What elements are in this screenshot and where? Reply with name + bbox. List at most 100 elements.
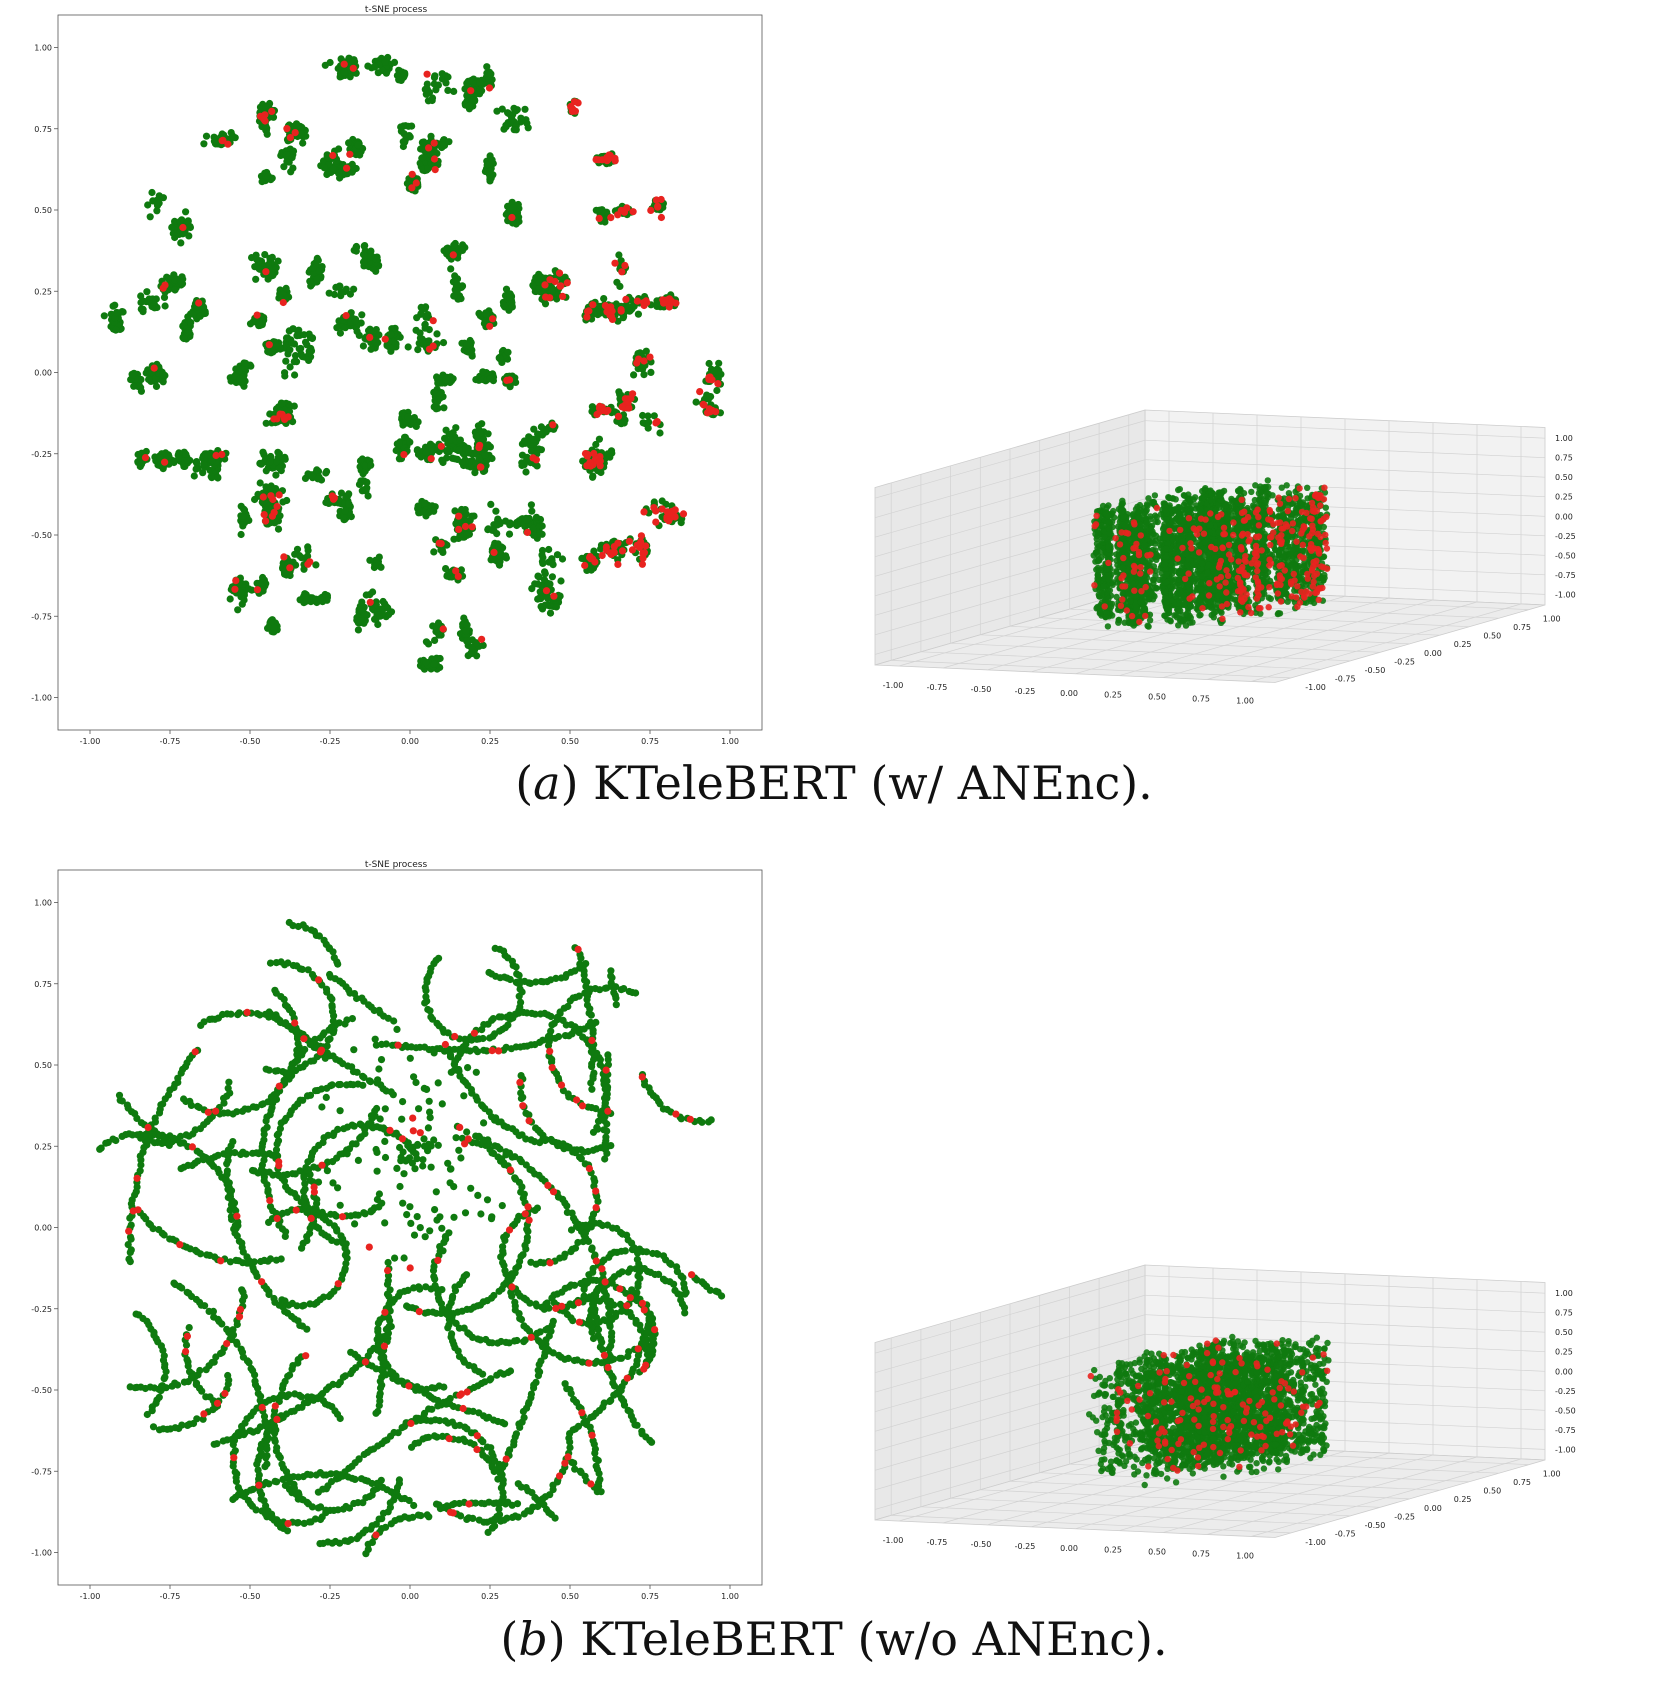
point-majority [442,565,450,573]
point-minority [279,298,287,307]
point-minority [660,299,668,307]
point-majority [257,460,266,468]
point-minority [286,134,294,142]
point-majority [443,572,451,580]
point-majority [143,288,151,296]
point-minority [232,577,240,585]
point-majority [281,369,289,377]
point-majority [305,347,313,355]
point3d-majority [1176,486,1184,493]
point-majority [361,462,370,470]
point-majority [404,413,412,421]
point-minority [620,207,629,215]
point-majority [450,292,458,300]
point-majority [286,363,294,371]
point-majority [238,600,246,608]
point-majority [134,450,142,459]
point-minority [555,269,564,277]
point-minority [265,341,273,349]
point-majority [453,287,461,295]
point-majority [290,358,298,366]
point-majority [352,243,360,251]
point-minority [637,532,646,540]
point-majority [541,570,549,578]
point-majority [644,424,652,432]
point-majority [395,440,403,448]
point-minority [224,140,232,148]
point-minority [618,547,627,555]
point-majority [468,350,476,358]
point-majority [358,598,366,606]
point-majority [644,412,652,420]
x-tick-label: -0.25 [320,737,341,746]
point-majority [304,552,312,560]
point-majority [465,102,473,110]
point-majority [596,302,604,310]
point-minority [452,567,460,575]
point-majority [210,137,218,145]
point-minority [260,510,268,519]
point-majority [228,132,237,140]
point-minority [546,294,554,302]
point-majority [445,247,453,255]
point-majority [251,495,259,504]
point-majority [432,86,440,94]
point-majority [367,247,375,255]
point-majority [145,296,153,304]
point-minority [563,279,571,287]
point-minority [455,512,463,520]
point-majority [486,375,494,383]
point-majority [249,318,257,326]
point-minority [260,115,268,123]
point-majority [369,588,377,596]
point-majority [333,157,341,165]
point-majority [465,448,473,456]
point-majority [532,513,541,521]
point-majority [506,293,514,301]
point-minority [449,251,457,259]
point-majority [502,554,510,562]
point-majority [374,620,382,629]
point-majority [128,371,137,379]
point-majority [484,442,492,450]
point-majority [270,624,278,632]
point-majority [428,94,437,102]
point-majority [449,375,457,383]
x-tick-label: 0.50 [561,737,579,746]
point-majority [137,376,145,384]
point-majority [640,371,648,379]
point-minority [607,214,615,222]
point-majority [627,296,636,304]
y3d-tick-label: -0.75 [1335,674,1356,683]
point-minority [665,303,673,311]
chart-title-a: t-SNE process [365,5,428,15]
point-majority [252,275,260,283]
point-majority [645,418,653,426]
point-majority [145,375,153,384]
point-majority [440,404,448,412]
point-majority [282,357,290,365]
point-majority [502,517,510,525]
point-minority [490,548,498,557]
point-majority [587,566,595,574]
point-majority [412,422,420,430]
point-majority [354,626,362,634]
point-majority [548,557,556,565]
x3d-tick-label: -1.00 [883,681,904,690]
point-majority [375,611,383,619]
point-minority [435,539,443,547]
point-majority [458,458,466,466]
point-majority [182,450,190,458]
point-majority [535,278,544,286]
point-majority [289,325,297,333]
point-majority [304,546,312,555]
point-majority [359,342,367,350]
point-minority [366,598,374,606]
point-majority [417,453,425,461]
point-minority [600,407,608,415]
point-majority [272,471,280,479]
point-minority [400,451,408,459]
point-minority [657,195,665,204]
point-majority [264,347,272,356]
point-majority [282,284,290,292]
